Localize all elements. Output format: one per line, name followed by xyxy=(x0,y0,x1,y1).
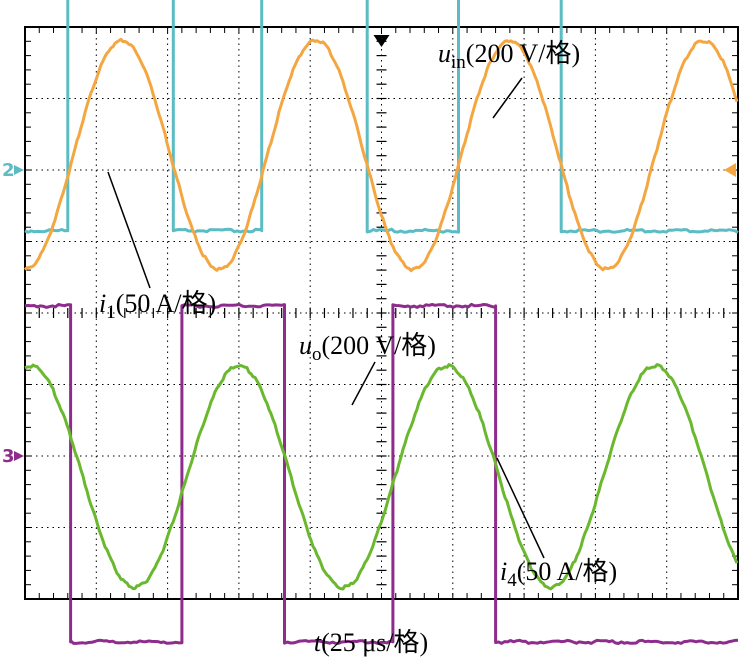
x-axis-unit: (25 μs/格) xyxy=(321,628,429,657)
leader-line-i-4 xyxy=(496,457,545,559)
series-label-i-4: i4(50 A/格) xyxy=(500,557,617,591)
series-labels: uin(200 V/格)i1(50 A/格)uo(200 V/格)i4(50 A… xyxy=(99,39,617,591)
channel-marker-arrow-icon xyxy=(14,165,24,175)
trace-i-4 xyxy=(24,363,739,591)
series-label-i-1: i1(50 A/格) xyxy=(99,289,216,323)
traces xyxy=(23,0,739,645)
series-label-symbol: u xyxy=(438,39,451,68)
channel-marker-arrow-icon xyxy=(14,451,24,461)
trace-u-o xyxy=(24,302,739,645)
trace-i-1 xyxy=(23,37,739,273)
trigger-level-icon xyxy=(724,163,736,177)
series-label-subscript: 1 xyxy=(106,302,116,323)
trace-u-in xyxy=(24,0,739,234)
series-label-unit: (50 A/格) xyxy=(517,557,617,586)
series-label-subscript: o xyxy=(312,344,322,365)
x-axis-variable: t xyxy=(313,628,322,657)
trigger-position-icon xyxy=(373,35,390,47)
leader-line-i-1 xyxy=(107,171,151,289)
channel-markers: 23 xyxy=(2,160,736,467)
channel-marker-3: 3 xyxy=(2,446,15,467)
series-label-symbol: i xyxy=(500,557,507,586)
series-label-unit: (50 A/格) xyxy=(116,289,216,318)
series-label-subscript: 4 xyxy=(507,570,517,591)
series-label-subscript: in xyxy=(451,52,466,73)
series-label-u-in: uin(200 V/格) xyxy=(438,39,580,73)
leader-line-u-o xyxy=(351,361,376,406)
leader-line-u-in xyxy=(492,77,523,119)
grid xyxy=(24,26,739,600)
x-axis-title: t(25 μs/格) xyxy=(0,622,742,659)
series-label-unit: (200 V/格) xyxy=(322,331,436,360)
series-label-u-o: uo(200 V/格) xyxy=(299,331,436,365)
channel-marker-2: 2 xyxy=(2,160,15,181)
series-label-symbol: u xyxy=(299,331,312,360)
series-label-unit: (200 V/格) xyxy=(466,39,580,68)
series-label-symbol: i xyxy=(99,289,106,318)
